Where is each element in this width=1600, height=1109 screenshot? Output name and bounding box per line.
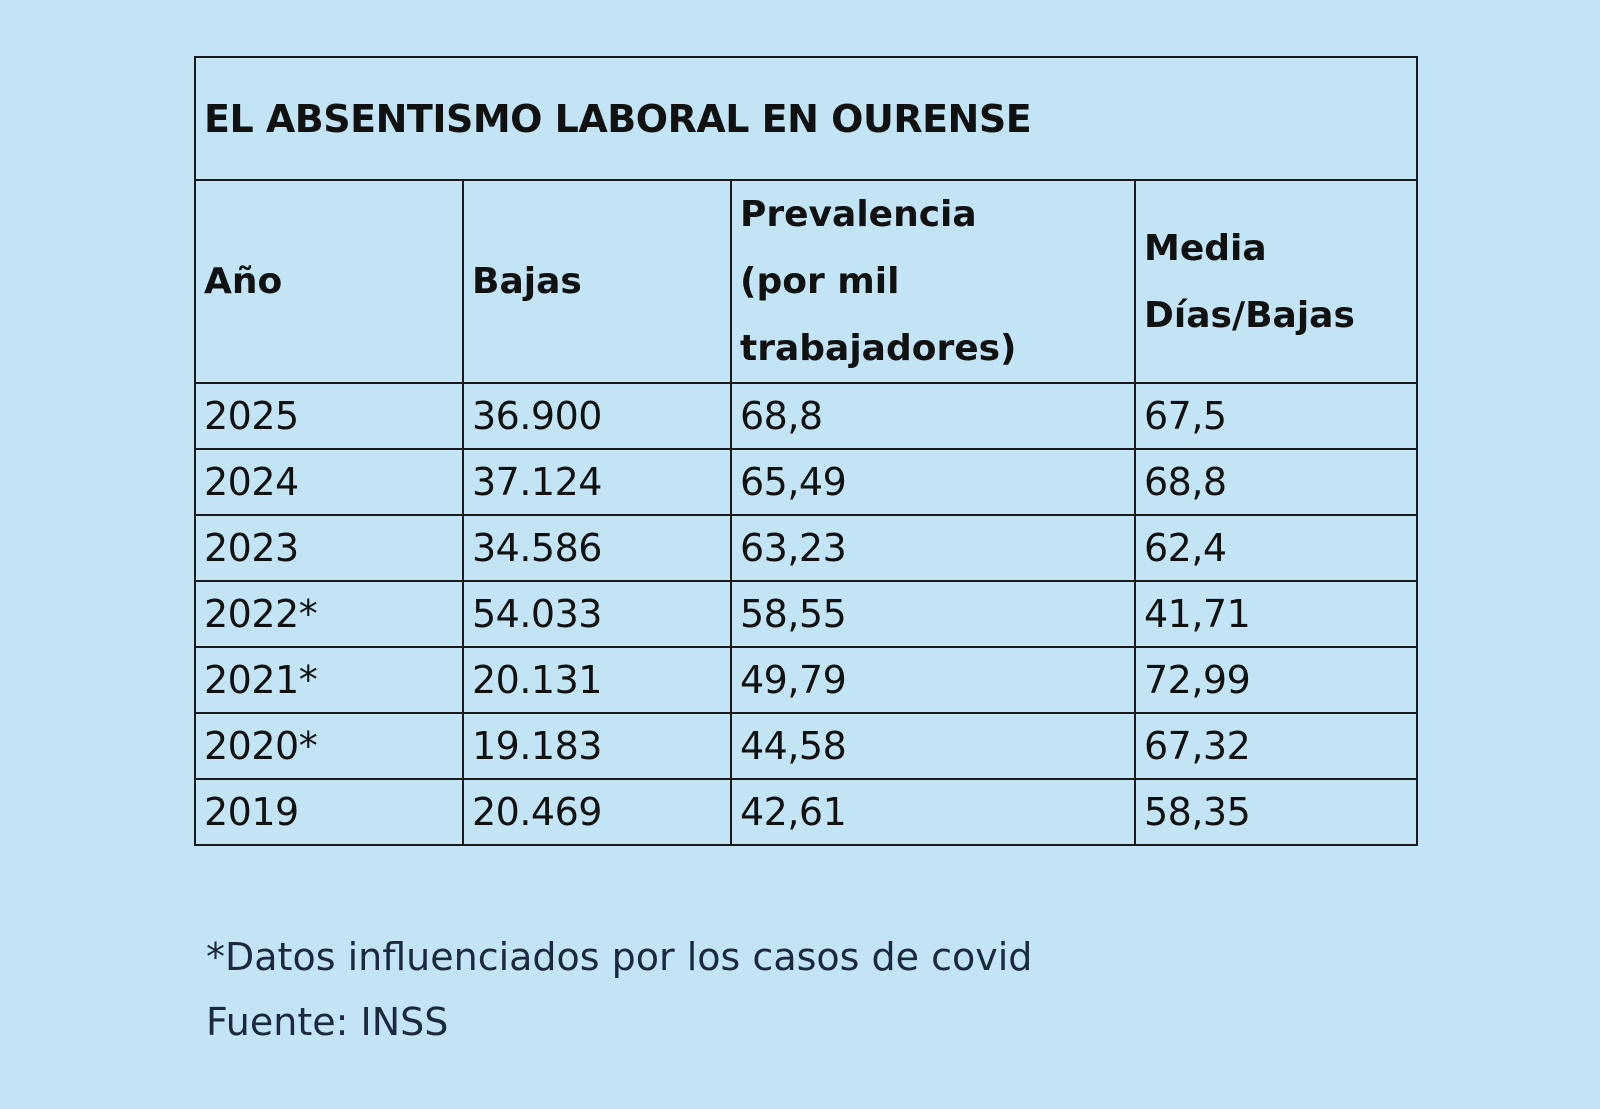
cell-media-dias: 72,99 [1134,646,1418,714]
cell-year: 2023 [194,514,464,582]
cell-media-dias: 68,8 [1134,448,1418,516]
cell-prevalencia: 63,23 [730,514,1136,582]
cell-bajas: 20.131 [462,646,732,714]
cell-bajas: 36.900 [462,382,732,450]
column-header-year: Año [194,179,464,384]
table-row: 2024 37.124 65,49 68,8 [194,448,1418,516]
cell-bajas: 34.586 [462,514,732,582]
cell-media-dias: 62,4 [1134,514,1418,582]
cell-year: 2022* [194,580,464,648]
cell-media-dias: 67,5 [1134,382,1418,450]
cell-year: 2025 [194,382,464,450]
cell-bajas: 20.469 [462,778,732,846]
cell-media-dias: 41,71 [1134,580,1418,648]
table-body: 2025 36.900 68,8 67,5 2024 37.124 65,49 68,8 202… [194,382,1418,846]
cell-media-dias: 58,35 [1134,778,1418,846]
table-header-row: Año Bajas Prevalencia (por mil trabajado… [194,179,1418,384]
column-header-bajas: Bajas [462,179,732,384]
column-header-prevalencia-line1: Prevalencia [740,194,977,235]
table-row: 2019 20.469 42,61 58,35 [194,778,1418,846]
cell-prevalencia: 44,58 [730,712,1136,780]
column-header-media-line1: Media [1144,227,1267,269]
table-row: 2020* 19.183 44,58 67,32 [194,712,1418,780]
table-row: 2025 36.900 68,8 67,5 [194,382,1418,450]
cell-year: 2020* [194,712,464,780]
column-header-prevalencia: Prevalencia (por mil trabajadores) [730,179,1136,384]
column-header-media-dias: Media Días/Bajas [1134,179,1418,384]
absentismo-table: EL ABSENTISMO LABORAL EN OURENSE Año Baj… [194,56,1418,846]
cell-prevalencia: 42,61 [730,778,1136,846]
cell-prevalencia: 58,55 [730,580,1136,648]
cell-year: 2024 [194,448,464,516]
column-header-media-line2: Días/Bajas [1144,294,1355,336]
table-title: EL ABSENTISMO LABORAL EN OURENSE [194,56,1418,181]
column-header-prevalencia-line3: trabajadores) [740,328,1017,369]
footnote-covid: *Datos influenciados por los casos de co… [206,935,1033,979]
cell-prevalencia: 68,8 [730,382,1136,450]
cell-bajas: 19.183 [462,712,732,780]
footnote-source: Fuente: INSS [206,1000,449,1044]
cell-year: 2019 [194,778,464,846]
table-row: 2023 34.586 63,23 62,4 [194,514,1418,582]
table-row: 2022* 54.033 58,55 41,71 [194,580,1418,648]
cell-year: 2021* [194,646,464,714]
table-title-row: EL ABSENTISMO LABORAL EN OURENSE [194,56,1418,181]
cell-bajas: 37.124 [462,448,732,516]
column-header-prevalencia-line2: (por mil [740,261,900,302]
cell-bajas: 54.033 [462,580,732,648]
table-row: 2021* 20.131 49,79 72,99 [194,646,1418,714]
cell-prevalencia: 65,49 [730,448,1136,516]
cell-prevalencia: 49,79 [730,646,1136,714]
cell-media-dias: 67,32 [1134,712,1418,780]
